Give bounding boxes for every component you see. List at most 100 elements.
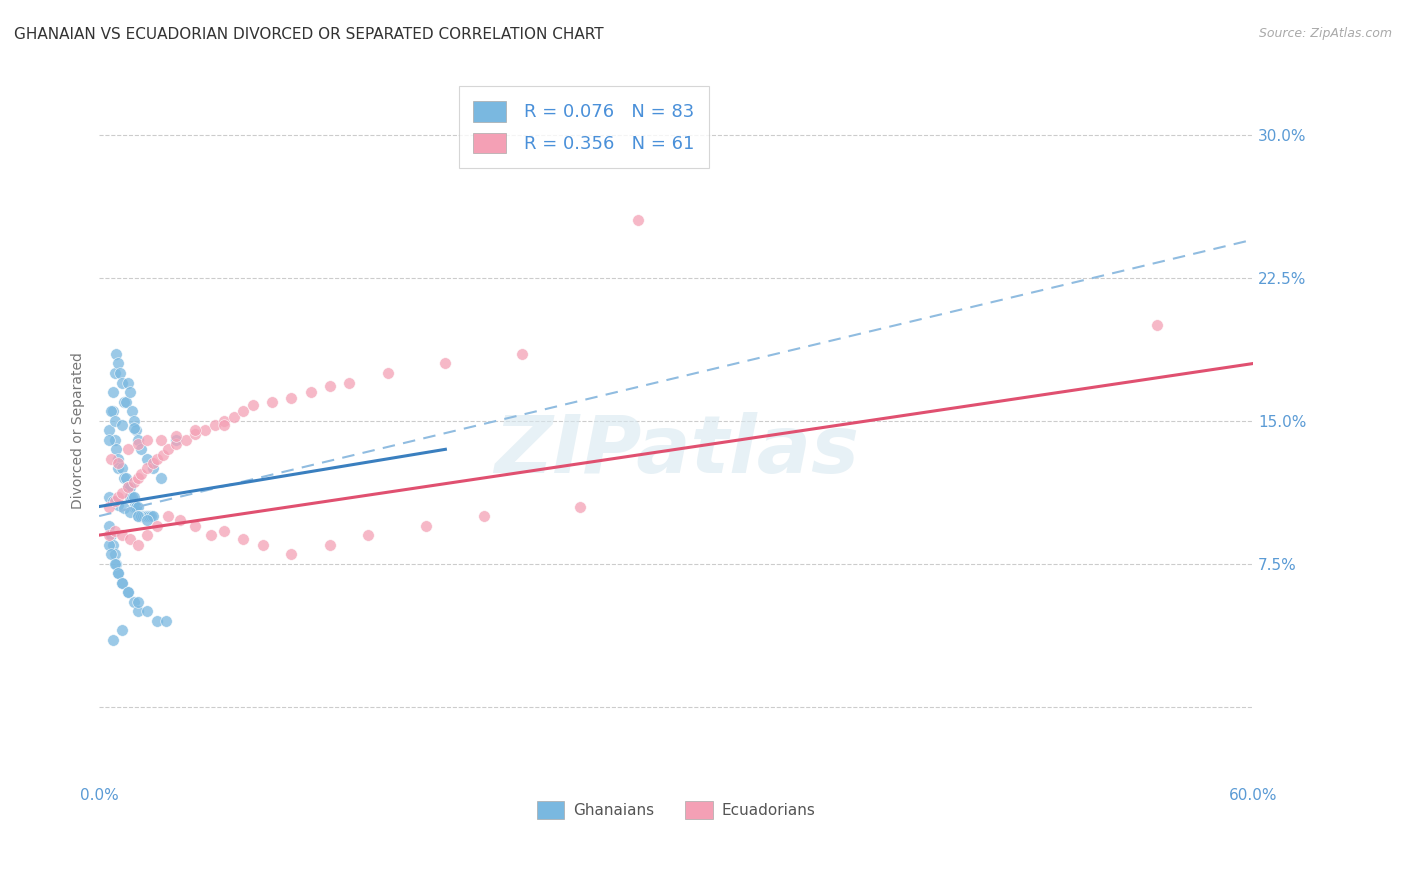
Point — [212, 414, 235, 428]
Point — [136, 433, 159, 447]
Point — [118, 505, 141, 519]
Point — [174, 433, 197, 447]
Point — [105, 347, 128, 361]
Point — [128, 509, 150, 524]
Point — [97, 423, 120, 437]
Point — [169, 513, 191, 527]
Point — [111, 575, 134, 590]
Point — [122, 500, 145, 514]
Point — [118, 385, 141, 400]
Point — [146, 614, 169, 628]
Point — [107, 456, 129, 470]
Point — [112, 394, 135, 409]
Point — [252, 538, 274, 552]
Point — [124, 423, 146, 437]
Point — [222, 409, 245, 424]
Point — [103, 366, 125, 380]
Point — [103, 524, 125, 539]
Point — [212, 417, 235, 432]
Point — [105, 557, 128, 571]
Point — [97, 500, 120, 514]
Point — [112, 501, 135, 516]
Point — [157, 442, 180, 457]
Point — [111, 461, 134, 475]
Point — [103, 557, 125, 571]
Point — [377, 366, 399, 380]
Point — [204, 417, 226, 432]
Point — [107, 357, 129, 371]
Point — [131, 442, 153, 457]
Point — [142, 509, 165, 524]
Point — [472, 509, 495, 524]
Point — [100, 404, 122, 418]
Point — [117, 585, 139, 599]
Point — [97, 518, 120, 533]
Point — [510, 347, 533, 361]
Point — [142, 456, 165, 470]
Text: ZIPatlas: ZIPatlas — [494, 412, 859, 491]
Point — [97, 538, 120, 552]
Point — [127, 433, 149, 447]
Point — [117, 480, 139, 494]
Point — [107, 566, 129, 581]
Point — [337, 376, 360, 390]
Point — [157, 509, 180, 524]
Point — [115, 394, 138, 409]
Point — [101, 633, 124, 648]
Point — [111, 486, 134, 500]
Point — [107, 490, 129, 504]
Point — [101, 538, 124, 552]
Point — [100, 451, 122, 466]
Point — [127, 500, 149, 514]
Point — [101, 493, 124, 508]
Point — [139, 509, 162, 524]
Point — [280, 391, 302, 405]
Point — [103, 493, 125, 508]
Point — [165, 433, 187, 447]
Point — [124, 500, 146, 514]
Point — [110, 366, 132, 380]
Point — [155, 614, 177, 628]
Y-axis label: Divorced or Separated: Divorced or Separated — [72, 351, 86, 508]
Point — [124, 500, 146, 514]
Point — [111, 575, 134, 590]
Point — [262, 394, 284, 409]
Point — [569, 500, 592, 514]
Point — [149, 471, 172, 485]
Point — [107, 498, 129, 512]
Point — [319, 538, 342, 552]
Point — [146, 451, 169, 466]
Point — [131, 467, 153, 482]
Point — [136, 509, 159, 524]
Point — [111, 624, 134, 638]
Point — [194, 423, 217, 437]
Point — [134, 509, 156, 524]
Point — [136, 513, 159, 527]
Text: GHANAIAN VS ECUADORIAN DIVORCED OR SEPARATED CORRELATION CHART: GHANAIAN VS ECUADORIAN DIVORCED OR SEPAR… — [14, 27, 603, 42]
Point — [319, 379, 342, 393]
Point — [118, 490, 141, 504]
Point — [152, 448, 174, 462]
Point — [107, 451, 129, 466]
Point — [127, 538, 149, 552]
Point — [434, 357, 457, 371]
Point — [122, 490, 145, 504]
Point — [97, 490, 120, 504]
Point — [127, 509, 149, 524]
Point — [127, 436, 149, 450]
Point — [242, 399, 264, 413]
Point — [100, 547, 122, 561]
Point — [121, 404, 143, 418]
Point — [136, 604, 159, 618]
Point — [127, 604, 149, 618]
Point — [115, 471, 138, 485]
Point — [122, 595, 145, 609]
Point — [200, 528, 222, 542]
Point — [111, 376, 134, 390]
Point — [100, 528, 122, 542]
Point — [122, 421, 145, 435]
Point — [212, 524, 235, 539]
Point — [97, 528, 120, 542]
Point — [117, 442, 139, 457]
Point — [111, 417, 134, 432]
